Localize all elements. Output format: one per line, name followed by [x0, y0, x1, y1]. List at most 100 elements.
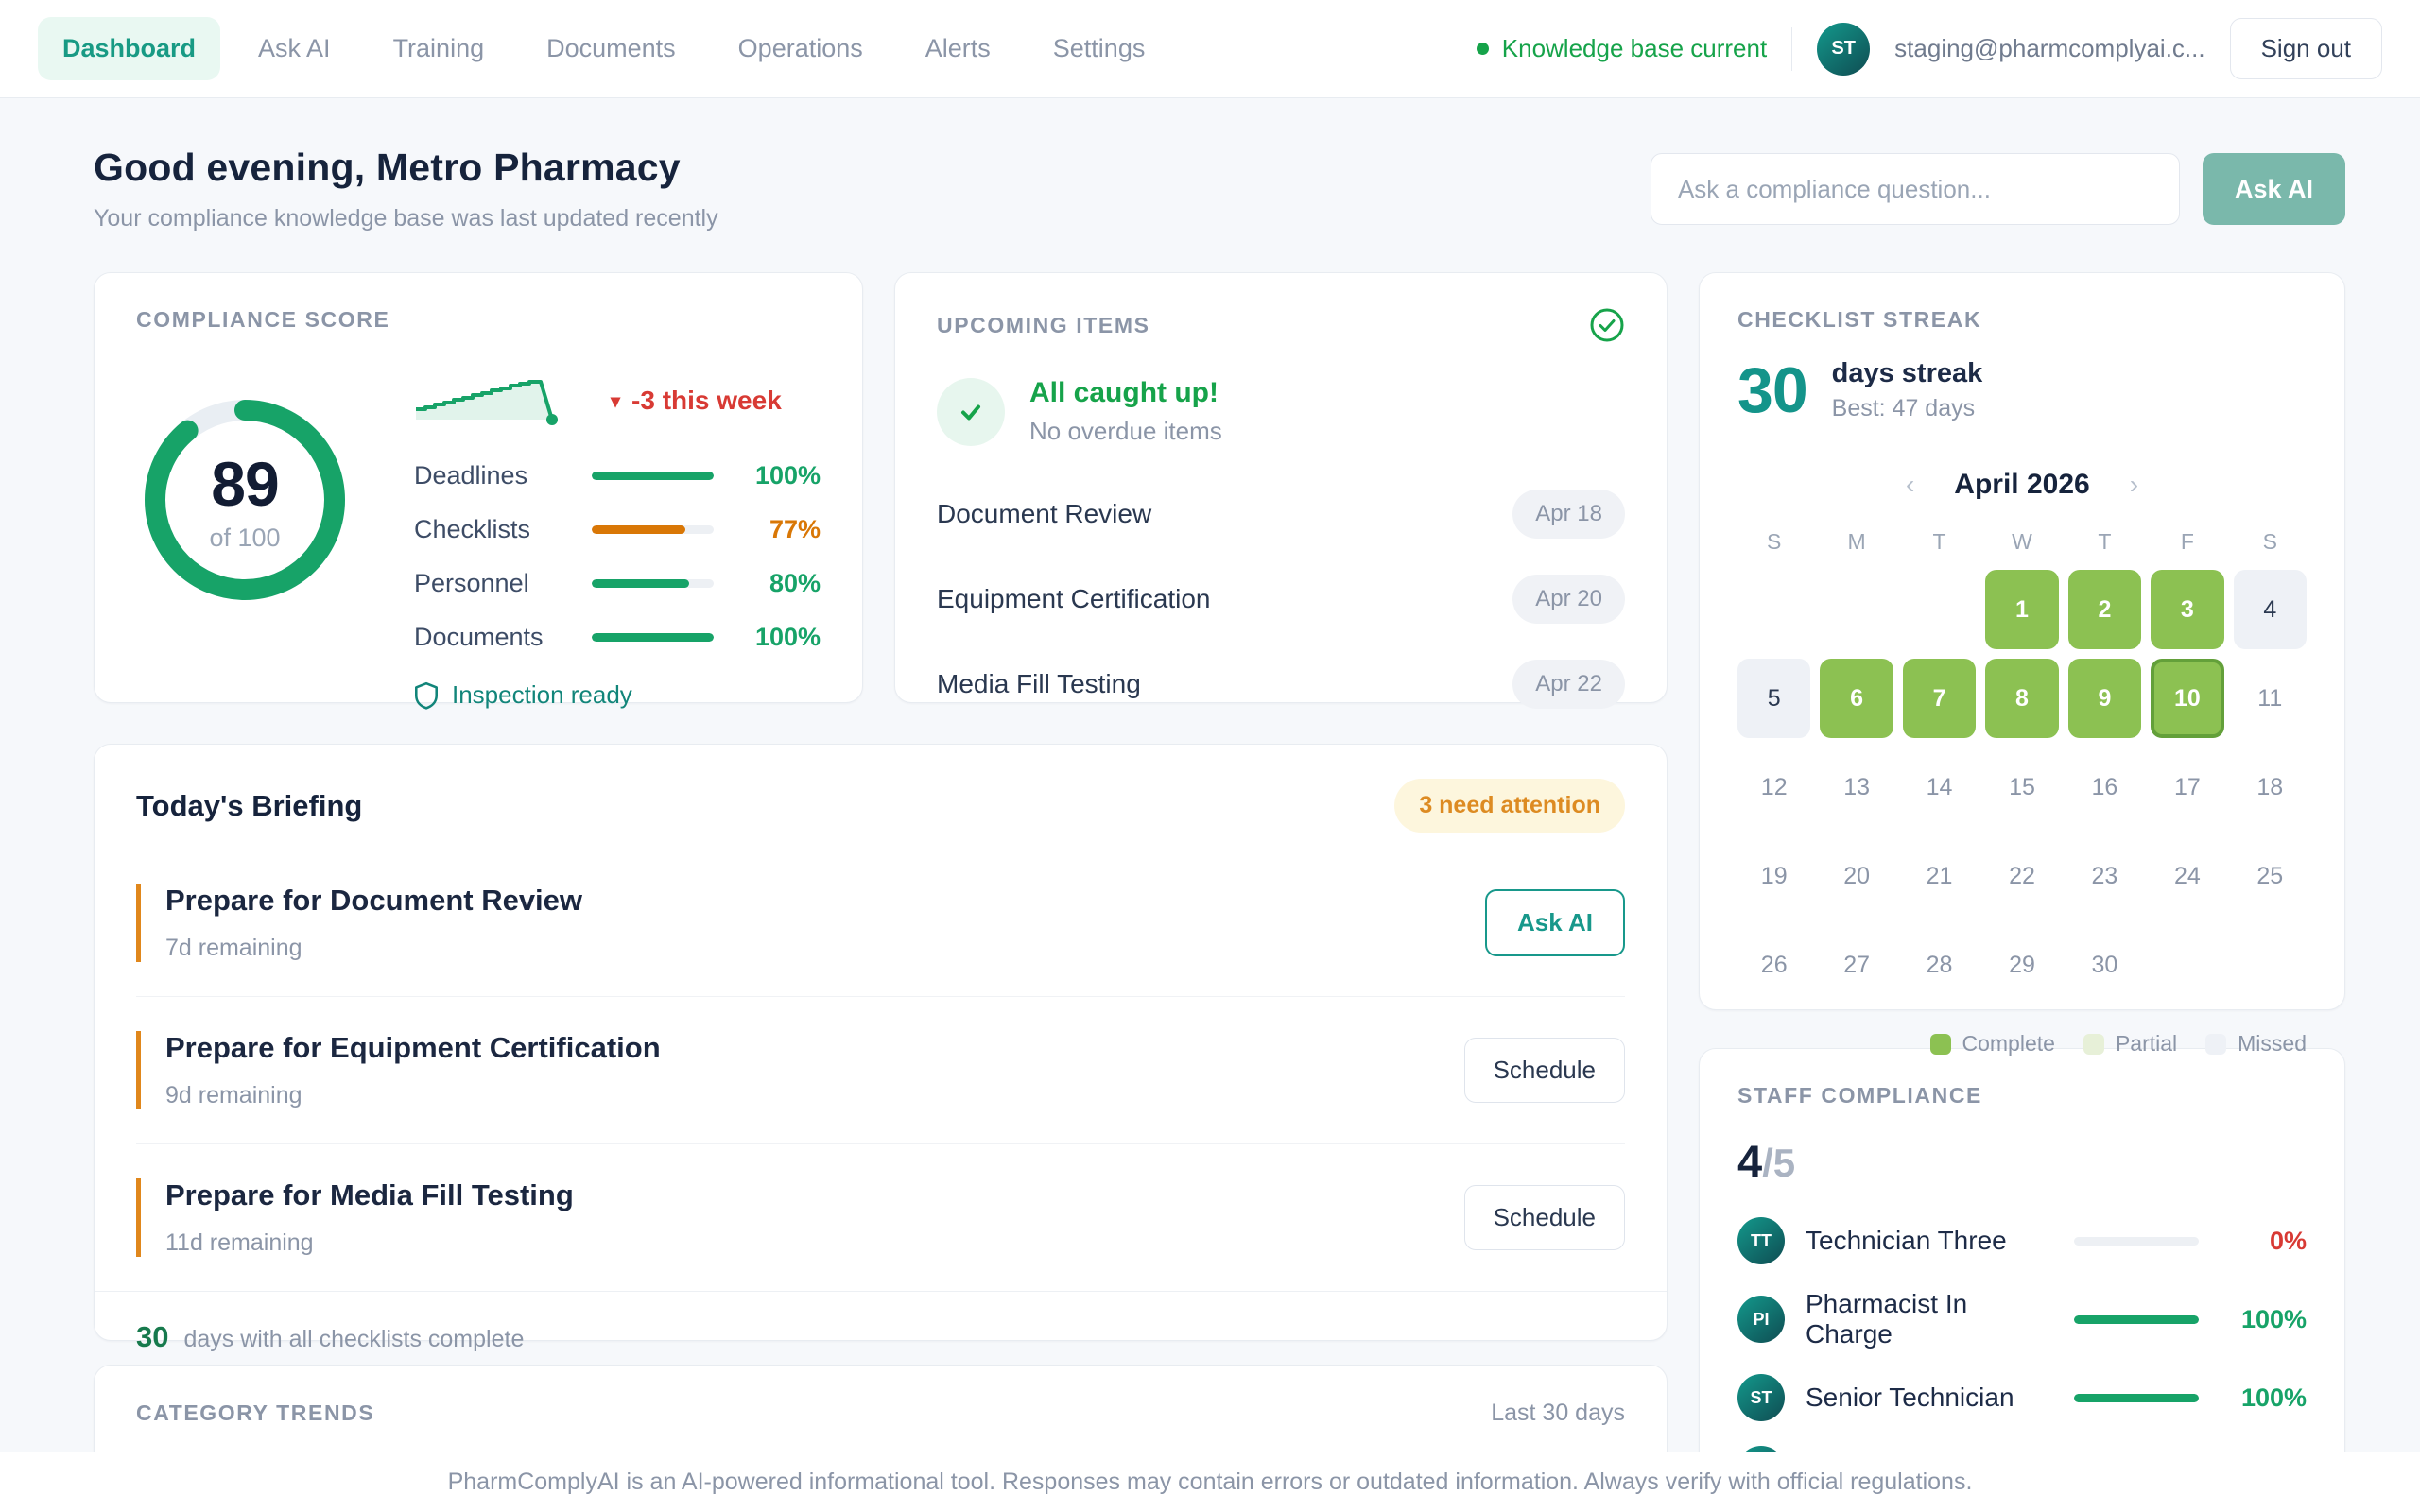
- nav-item-dashboard[interactable]: Dashboard: [38, 17, 221, 80]
- calendar-day-8[interactable]: 8: [1985, 659, 2059, 738]
- upcoming-item-name: Media Fill Testing: [937, 669, 1141, 698]
- staff-name: Pharmacist In Charge: [1806, 1289, 1968, 1349]
- trend-down-icon: ▾: [611, 390, 621, 412]
- check-badge: [937, 377, 1005, 446]
- calendar-day-4[interactable]: 4: [2233, 570, 2307, 649]
- inspection-ready-label: Inspection ready: [452, 680, 632, 709]
- calendar-day-24[interactable]: 24: [2173, 862, 2201, 889]
- category-trends-title: CATEGORY TRENDS: [136, 1400, 375, 1425]
- caught-up-title: All caught up!: [1029, 377, 1219, 408]
- calendar-day-6[interactable]: 6: [1820, 659, 1893, 738]
- nav-right-cluster: Knowledge base current ST staging@pharmc…: [1476, 18, 2382, 79]
- metric-row-documents: Documents 100%: [414, 623, 821, 652]
- ask-question-input[interactable]: [1650, 153, 2180, 225]
- calendar-day-25[interactable]: 25: [2256, 862, 2284, 889]
- nav-item-training[interactable]: Training: [392, 34, 485, 62]
- streak-count: 30: [1737, 354, 1808, 426]
- calendar-day-17[interactable]: 17: [2173, 773, 2201, 800]
- calendar-day-3[interactable]: 3: [2151, 570, 2224, 649]
- nav-item-settings[interactable]: Settings: [1052, 34, 1146, 62]
- calendar-day-19[interactable]: 19: [1760, 862, 1788, 889]
- page-title: Good evening, Metro Pharmacy: [94, 146, 681, 189]
- knowledge-base-status: Knowledge base current: [1476, 34, 1767, 63]
- need-attention-badge: 3 need attention: [1394, 779, 1625, 833]
- upcoming-row-equipment-certification[interactable]: Equipment Certification Apr 20: [937, 575, 1625, 624]
- staff-compliance-title: STAFF COMPLIANCE: [1737, 1083, 1982, 1108]
- calendar-grid: 1 2 3 4 5 6 7 8 9 10 11 12 13 14 15 16 17 18 19 20 21 22 23 24 2…: [1737, 570, 2307, 1005]
- weekday-label: F: [2180, 529, 2194, 554]
- calendar-blank: [1903, 570, 1976, 649]
- sign-out-button[interactable]: Sign out: [2229, 18, 2382, 79]
- staff-bar: [2074, 1236, 2199, 1246]
- ask-ai-button[interactable]: Ask AI: [2202, 153, 2345, 225]
- nav-item-alerts[interactable]: Alerts: [925, 34, 991, 62]
- upcoming-item-date: Apr 18: [1512, 490, 1625, 539]
- briefing-footer-label: days with all checklists complete: [183, 1326, 525, 1352]
- page-footer: PharmComplyAI is an AI-powered informati…: [0, 1452, 2420, 1512]
- next-month-icon[interactable]: ›: [2129, 470, 2139, 499]
- disclaimer-text: PharmComplyAI is an AI-powered informati…: [447, 1469, 1973, 1495]
- metric-value: 100%: [754, 461, 821, 490]
- calendar-day-18[interactable]: 18: [2256, 773, 2284, 800]
- briefing-item-text: Prepare for Document Review 7d remaining: [136, 884, 582, 962]
- calendar-day-16[interactable]: 16: [2091, 773, 2118, 800]
- metric-bar: [592, 472, 714, 480]
- calendar-day-28[interactable]: 28: [1926, 951, 1953, 978]
- calendar-month-nav: ‹ April 2026 ›: [1737, 469, 2307, 501]
- calendar-day-29[interactable]: 29: [2009, 951, 2035, 978]
- score-trend: ▾ -3 this week: [611, 386, 782, 416]
- calendar-day-23[interactable]: 23: [2091, 862, 2118, 889]
- calendar-day-12[interactable]: 12: [1760, 773, 1788, 800]
- briefing-item-title: Prepare for Equipment Certification: [165, 1031, 661, 1064]
- weekday-label: S: [1767, 529, 1782, 554]
- compliance-score-value: 89: [211, 448, 279, 519]
- calendar-day-5[interactable]: 5: [1737, 659, 1811, 738]
- calendar-day-30[interactable]: 30: [2091, 951, 2118, 978]
- weekday-label: T: [1932, 529, 1946, 554]
- legend-partial-label: Partial: [2115, 1031, 2178, 1056]
- calendar-day-9[interactable]: 9: [2067, 659, 2142, 738]
- nav-item-documents[interactable]: Documents: [546, 34, 676, 62]
- calendar-day-11[interactable]: 11: [2257, 684, 2283, 712]
- calendar-day-15[interactable]: 15: [2009, 773, 2035, 800]
- briefing-ask-ai-button[interactable]: Ask AI: [1485, 889, 1625, 956]
- calendar-day-27[interactable]: 27: [1843, 951, 1871, 978]
- staff-row-pharmacist-in-charge: PI Pharmacist In Charge 100%: [1737, 1289, 2307, 1349]
- calendar-weekdays: S M T W T F S: [1737, 529, 2307, 555]
- calendar-day-7[interactable]: 7: [1902, 659, 1977, 738]
- upcoming-row-media-fill-testing[interactable]: Media Fill Testing Apr 22: [937, 660, 1625, 709]
- calendar-day-22[interactable]: 22: [2009, 862, 2035, 889]
- prev-month-icon[interactable]: ‹: [1905, 470, 1915, 499]
- checklist-streak-title: CHECKLIST STREAK: [1737, 307, 1982, 332]
- calendar-day-14[interactable]: 14: [1926, 773, 1953, 800]
- weekday-label: W: [2012, 529, 2032, 554]
- briefing-schedule-button[interactable]: Schedule: [1463, 1038, 1625, 1103]
- upcoming-item-name: Equipment Certification: [937, 584, 1211, 613]
- upcoming-item-date: Apr 22: [1512, 660, 1625, 709]
- briefing-item-document-review: Prepare for Document Review 7d remaining…: [136, 850, 1625, 997]
- calendar-day-2[interactable]: 2: [2067, 570, 2142, 649]
- briefing-schedule-button[interactable]: Schedule: [1463, 1185, 1625, 1250]
- legend-missed-label: Missed: [2238, 1031, 2307, 1056]
- upcoming-list: Document Review Apr 18 Equipment Certifi…: [937, 490, 1625, 709]
- metric-value: 80%: [769, 569, 821, 597]
- compliance-score-donut: 89 of 100: [136, 391, 354, 609]
- metric-label: Documents: [414, 623, 544, 651]
- upcoming-row-document-review[interactable]: Document Review Apr 18: [937, 490, 1625, 539]
- calendar-day-21[interactable]: 21: [1926, 862, 1953, 889]
- nav-item-ask-ai[interactable]: Ask AI: [258, 34, 331, 62]
- nav-item-operations[interactable]: Operations: [737, 34, 863, 62]
- calendar-day-20[interactable]: 20: [1843, 862, 1871, 889]
- main-content: Good evening, Metro Pharmacy Your compli…: [0, 98, 2420, 1512]
- calendar-day-13[interactable]: 13: [1843, 773, 1871, 800]
- briefing-item-remaining: 7d remaining: [165, 935, 302, 961]
- staff-row-technician-three: TT Technician Three 0%: [1737, 1217, 2307, 1264]
- calendar-day-26[interactable]: 26: [1760, 951, 1788, 978]
- legend-complete-swatch: [1929, 1033, 1951, 1055]
- calendar-day-10[interactable]: 10: [2151, 659, 2224, 738]
- calendar-day-1[interactable]: 1: [1985, 570, 2059, 649]
- briefing-footer: 30 days with all checklists complete: [95, 1291, 1667, 1386]
- user-avatar[interactable]: ST: [1817, 22, 1871, 76]
- staff-avatar: PI: [1737, 1296, 1785, 1343]
- user-email: staging@pharmcomplyai.c...: [1894, 34, 2205, 62]
